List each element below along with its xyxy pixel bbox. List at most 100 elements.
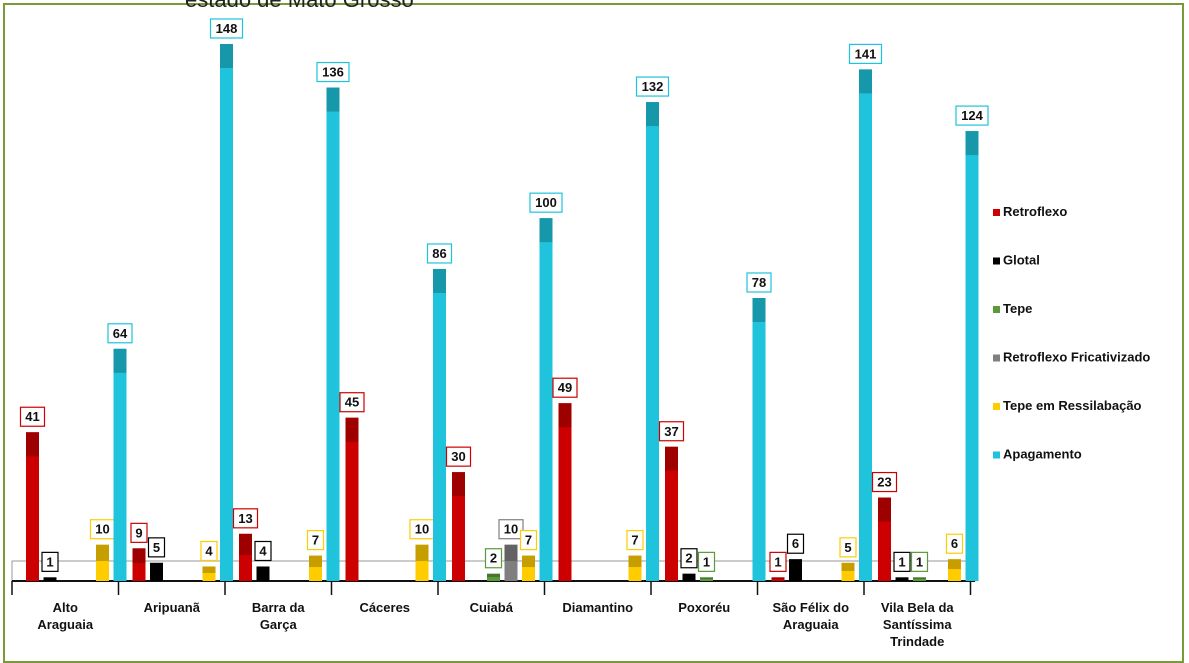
legend-label-apagamento: Apagamento [1003, 447, 1082, 462]
data-label-retroflexo-fricativizado-cuiaba: 10 [504, 522, 518, 537]
bar-cap [345, 417, 359, 442]
data-label-box [680, 548, 698, 569]
data-label-box [200, 540, 218, 562]
bar-cap [878, 497, 891, 522]
category-label-poxoreu: Poxoréu [678, 600, 730, 615]
bar-cap [326, 87, 340, 112]
data-label-box [552, 377, 578, 398]
bar-cap [646, 102, 659, 127]
legend-label-glotal: Glotal [1003, 253, 1040, 268]
data-label-glotal-vila-bela-da-santissima-trindade: 1 [898, 554, 905, 569]
data-label-tepe-em-ressilabacao-cuiaba: 7 [525, 533, 532, 548]
chart-title: estado de Mato Grosso [185, 0, 414, 13]
bar-cap [628, 555, 642, 568]
data-label-retroflexo-vila-bela-da-santissima-trindade: 23 [877, 475, 891, 490]
data-label-box [626, 530, 644, 551]
bar-retroflexo-caceres [345, 417, 359, 581]
data-label-box [955, 105, 989, 126]
bar-cap [665, 446, 678, 471]
data-label-box [19, 406, 46, 427]
data-label-box [658, 421, 685, 442]
bar-glotal-poxoreu [682, 573, 696, 581]
data-label-box [498, 519, 524, 540]
data-label-retroflexo-cuiaba: 30 [451, 449, 465, 464]
bar-apagamento-vila-bela-da-santissima-trindade [965, 131, 979, 581]
data-label-box [41, 551, 59, 572]
data-label-box [746, 272, 772, 293]
bar-cap [415, 544, 429, 562]
bar-cap [752, 297, 766, 322]
bar-cap [132, 548, 146, 564]
bar-cap [452, 472, 465, 497]
data-label-tepe-poxoreu: 1 [703, 554, 710, 569]
data-label-tepe-vila-bela-da-santissima-trindade: 1 [916, 554, 923, 569]
data-label-box [529, 192, 563, 213]
data-label-box [147, 537, 166, 558]
legend-label-retroflexo: Retroflexo [1003, 204, 1067, 219]
category-label-alto-araguaia: Alto [53, 600, 78, 615]
bar-cap [220, 44, 233, 68]
legend-swatch-tepe [993, 306, 1000, 313]
category-label-sao-felix-do-araguaia: São Félix do [772, 600, 849, 615]
legend-swatch-retroflexo [993, 209, 1000, 216]
bar-glotal-alto-araguaia [43, 577, 57, 581]
bar-tepe-vila-bela-da-santissima-trindade [913, 577, 926, 581]
category-label-barra-da-garca: Garça [260, 617, 298, 632]
bar-cap [202, 566, 216, 574]
data-label-tepe-em-ressilabacao-diamantino: 7 [631, 533, 638, 548]
data-label-box [848, 43, 883, 64]
category-label-caceres: Cáceres [359, 600, 410, 615]
data-label-box [635, 76, 670, 97]
data-label-apagamento-caceres: 86 [432, 246, 446, 261]
legend-swatch-retroflexo-fricativizado [993, 354, 1000, 362]
data-label-box [769, 551, 787, 572]
bar-cap [895, 577, 909, 580]
data-label-box [697, 551, 716, 572]
bar-apagamento-barra-da-garca [326, 87, 340, 582]
bar-cap [239, 533, 252, 556]
data-label-box [839, 537, 857, 558]
bar-cap [841, 562, 855, 572]
category-label-sao-felix-do-araguaia: Araguaia [783, 617, 839, 632]
data-label-box [871, 471, 898, 493]
category-label-vila-bela-da-santissima-trindade: Santíssima [883, 617, 952, 632]
bar-cap [682, 573, 696, 578]
legend-swatch-apagamento [993, 451, 1000, 459]
bar-cap [771, 577, 785, 580]
bar-cap [96, 544, 109, 562]
legend-label-tepe-em-ressilabacao: Tepe em Ressilabação [1003, 398, 1142, 413]
data-label-retroflexo-sao-felix-do-araguaia: 1 [774, 554, 781, 569]
data-label-apagamento-sao-felix-do-araguaia: 141 [855, 46, 877, 61]
bar-cap [789, 559, 802, 570]
category-label-cuiaba: Cuiabá [470, 600, 514, 615]
data-label-box [130, 522, 148, 543]
data-label-glotal-aripuana: 5 [153, 540, 160, 555]
data-label-apagamento-aripuana: 148 [216, 21, 238, 36]
legend-swatch-tepe-em-ressilabacao [993, 403, 1000, 410]
legend-label-tepe: Tepe [1003, 301, 1032, 316]
data-label-tepe-em-ressilabacao-sao-felix-do-araguaia: 5 [844, 540, 851, 555]
data-label-box [426, 243, 453, 264]
data-label-apagamento-cuiaba: 100 [535, 195, 557, 210]
bar-retroflexo-alto-araguaia [26, 432, 39, 581]
data-label-box [893, 551, 911, 572]
bar-cap [522, 555, 535, 568]
bar-retroflexo-sao-felix-do-araguaia [771, 577, 785, 581]
bar-cap [539, 218, 553, 243]
category-label-diamantino: Diamantino [562, 600, 633, 615]
category-label-vila-bela-da-santissima-trindade: Trindade [890, 634, 944, 649]
data-label-tepe-em-ressilabacao-alto-araguaia: 10 [95, 522, 109, 537]
data-label-retroflexo-alto-araguaia: 41 [25, 409, 39, 424]
bar-cap [913, 577, 926, 580]
category-label-barra-da-garca: Barra da [252, 600, 306, 615]
data-label-box [786, 533, 805, 554]
data-label-apagamento-barra-da-garca: 136 [322, 65, 344, 80]
bar-apagamento-alto-araguaia [113, 348, 127, 581]
data-label-tepe-em-ressilabacao-barra-da-garca: 7 [312, 533, 319, 548]
bar-glotal-vila-bela-da-santissima-trindade [895, 577, 909, 581]
bar-cap [309, 555, 322, 568]
data-label-box [209, 18, 244, 39]
data-label-apagamento-poxoreu: 78 [752, 275, 766, 290]
data-label-apagamento-diamantino: 132 [642, 79, 664, 94]
